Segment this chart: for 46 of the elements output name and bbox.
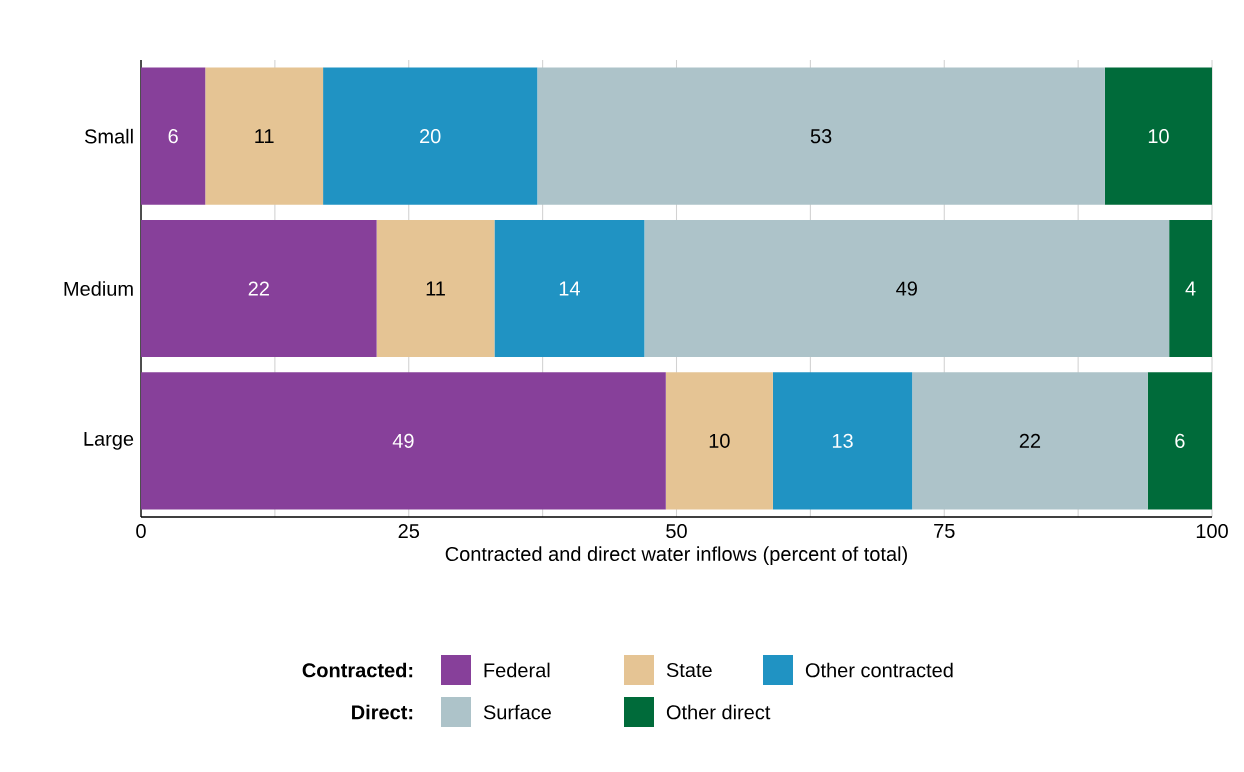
legend-label: Other direct <box>666 704 771 720</box>
y-tick-label: Large <box>84 431 134 450</box>
legend-label: Federal <box>484 662 550 678</box>
data-label: 6 <box>1175 433 1185 448</box>
data-label: 11 <box>426 281 445 296</box>
bar <box>644 219 1170 358</box>
bar <box>537 67 1105 205</box>
x-tick-label: 0 <box>136 523 146 539</box>
bar <box>141 67 206 205</box>
bar <box>494 219 645 358</box>
x-tick-label: 100 <box>1196 523 1228 539</box>
bar <box>665 372 773 510</box>
legend-label: Other contracted <box>805 662 953 678</box>
data-label: 20 <box>420 129 441 144</box>
data-label: 13 <box>832 433 853 448</box>
legend-label: Surface <box>483 704 551 720</box>
bar <box>141 219 377 358</box>
bar <box>376 219 495 358</box>
x-tick-label: 75 <box>934 523 955 538</box>
data-label: 10 <box>1148 129 1169 144</box>
data-label: 22 <box>248 281 269 296</box>
bar <box>141 372 666 510</box>
text: Direct: <box>352 704 413 720</box>
data-label: 6 <box>168 129 178 144</box>
data-label: 49 <box>392 433 414 448</box>
y-tick-label: Medium <box>64 281 133 296</box>
bar <box>1147 372 1213 510</box>
x-tick-label: 50 <box>666 523 687 539</box>
data-label: 11 <box>255 129 274 144</box>
y-tick-label: Small <box>84 128 133 144</box>
data-label: 14 <box>559 281 580 296</box>
data-label: 53 <box>810 129 832 144</box>
x-tick-label: 25 <box>398 523 420 539</box>
legend-label: State <box>666 662 712 678</box>
x-axis-title: Contracted and direct water inflows (percent of total) <box>445 546 907 565</box>
data-label: 10 <box>709 433 730 448</box>
data-label: 4 <box>1185 281 1196 296</box>
bar <box>1104 67 1213 205</box>
bar <box>772 372 913 510</box>
bar <box>323 67 538 205</box>
bar <box>912 372 1148 510</box>
bar <box>205 67 324 205</box>
data-label: 49 <box>896 281 917 296</box>
data-label: 22 <box>1019 433 1041 448</box>
bar <box>1169 219 1213 358</box>
text: Contracted: <box>302 662 413 678</box>
